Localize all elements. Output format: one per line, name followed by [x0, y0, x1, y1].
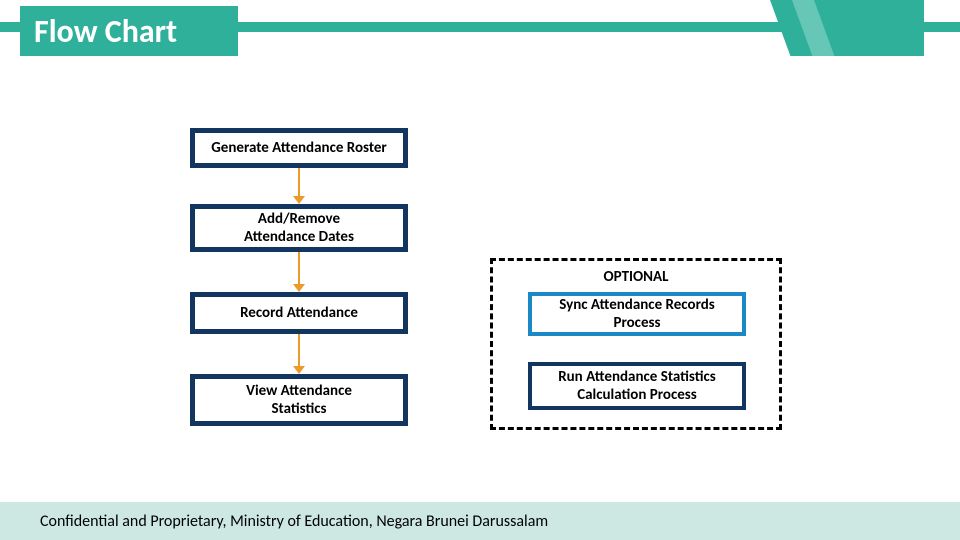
flow-node: View Attendance Statistics: [190, 374, 408, 426]
flow-node: Sync Attendance Records Process: [528, 292, 746, 336]
flow-arrow: [291, 168, 307, 204]
corner-decoration: [770, 0, 960, 56]
flow-node: Record Attendance: [190, 292, 408, 334]
flow-arrow: [291, 252, 307, 292]
footer-text: Confidential and Proprietary, Ministry o…: [40, 512, 548, 531]
flow-arrow: [291, 334, 307, 374]
optional-label: OPTIONAL: [490, 268, 782, 286]
flow-node-label: Run Attendance Statistics Calculation Pr…: [558, 368, 716, 404]
footer: Confidential and Proprietary, Ministry o…: [0, 502, 960, 540]
flow-node-label: Generate Attendance Roster: [211, 139, 387, 157]
flow-node-label: Record Attendance: [240, 304, 358, 322]
corner-shape: [814, 0, 924, 56]
flow-node-label: Sync Attendance Records Process: [559, 296, 715, 332]
page-title: Flow Chart: [20, 6, 238, 56]
flow-node-label: Add/Remove Attendance Dates: [244, 210, 354, 246]
slide-header: Flow Chart: [0, 0, 960, 56]
flow-node-label: View Attendance Statistics: [246, 382, 352, 418]
flow-node: Add/Remove Attendance Dates: [190, 204, 408, 252]
flow-node: Generate Attendance Roster: [190, 128, 408, 168]
flow-node: Run Attendance Statistics Calculation Pr…: [528, 362, 746, 410]
